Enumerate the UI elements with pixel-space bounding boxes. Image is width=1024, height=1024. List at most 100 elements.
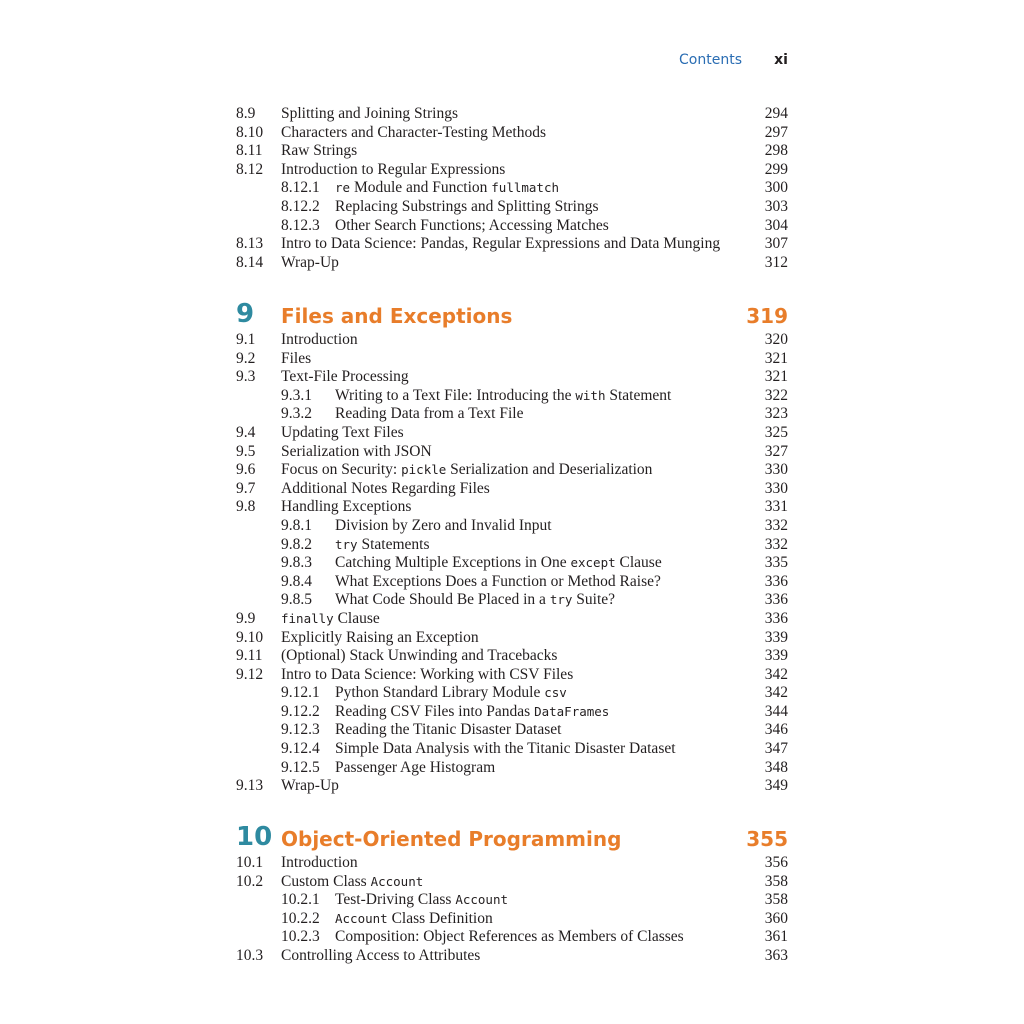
entry-number: 9.12.4 bbox=[281, 740, 320, 758]
title-text: Introduction to Regular Expressions bbox=[281, 160, 506, 178]
toc-entry[interactable]: 9.9 finally Clause 336 bbox=[236, 610, 788, 629]
toc-entry[interactable]: 10.1 Introduction 356 bbox=[236, 854, 788, 873]
toc-entry[interactable]: 9.12 Intro to Data Science: Working with … bbox=[236, 666, 788, 685]
toc-subentry[interactable]: 9.3.2 Reading Data from a Text File 323 bbox=[236, 405, 788, 424]
entry-number: 9.4 bbox=[236, 423, 256, 441]
toc-subentry[interactable]: 8.12.3 Other Search Functions; Accessing … bbox=[236, 217, 788, 236]
entry-number: 8.10 bbox=[236, 123, 264, 141]
entry-title: Test-Driving Class Account bbox=[335, 891, 508, 910]
entry-number: 9.12 bbox=[236, 665, 264, 683]
entry-number: 9.11 bbox=[236, 647, 263, 665]
entry-number: 9.8.5 bbox=[281, 591, 312, 609]
entry-page: 360 bbox=[764, 909, 788, 927]
toc-subentry[interactable]: 10.2.1 Test-Driving Class Account 358 bbox=[236, 891, 788, 910]
entry-number: 9.10 bbox=[236, 628, 264, 646]
running-head-title: Contents bbox=[679, 52, 742, 68]
code-term: fullmatch bbox=[491, 180, 560, 196]
entry-title: Raw Strings bbox=[281, 142, 357, 161]
entry-number: 8.11 bbox=[236, 142, 263, 160]
toc-entry[interactable]: 9.13 Wrap-Up 349 bbox=[236, 777, 788, 796]
entry-number: 9.6 bbox=[236, 461, 256, 479]
entry-page: 299 bbox=[764, 160, 788, 178]
entry-page: 322 bbox=[764, 386, 788, 404]
entry-page: 304 bbox=[764, 216, 788, 234]
title-text: Catching Multiple Exceptions in One bbox=[335, 554, 571, 572]
entry-number: 10.2.2 bbox=[281, 909, 320, 927]
title-text: Explicitly Raising an Exception bbox=[281, 628, 479, 646]
chapter-heading[interactable]: 9 Files and Exceptions 319 bbox=[236, 300, 788, 328]
entry-number: 9.5 bbox=[236, 442, 256, 460]
toc-subentry[interactable]: 9.12.1 Python Standard Library Module csv… bbox=[236, 684, 788, 703]
entry-title: Text-File Processing bbox=[281, 368, 409, 387]
toc-subentry[interactable]: 10.2.2 Account Class Definition 360 bbox=[236, 910, 788, 929]
entry-number: 9.8.4 bbox=[281, 572, 312, 590]
entry-title: Introduction bbox=[281, 331, 358, 350]
entry-page: 307 bbox=[764, 235, 788, 253]
title-text: Files bbox=[281, 349, 312, 367]
title-text: Introduction bbox=[281, 854, 358, 871]
continued-section: 8.9 Splitting and Joining Strings 294 8.10 C… bbox=[236, 105, 788, 272]
toc-subentry[interactable]: 10.2.3 Composition: Object References as … bbox=[236, 928, 788, 947]
title-text: (Optional) Stack Unwinding and Traceback… bbox=[281, 647, 558, 665]
running-head: Contents xi bbox=[0, 52, 788, 74]
entry-page: 323 bbox=[764, 405, 788, 423]
toc-entry[interactable]: 9.5 Serialization with JSON 327 bbox=[236, 443, 788, 462]
toc-subentry[interactable]: 9.8.1 Division by Zero and Invalid Input 3… bbox=[236, 517, 788, 536]
toc-subentry[interactable]: 9.8.5 What Code Should Be Placed in a try… bbox=[236, 591, 788, 610]
code-term: with bbox=[575, 387, 606, 403]
toc-entry[interactable]: 9.10 Explicitly Raising an Exception 339 bbox=[236, 629, 788, 648]
entry-number: 8.14 bbox=[236, 253, 264, 271]
entry-title: Introduction bbox=[281, 854, 358, 873]
entry-title: Wrap-Up bbox=[281, 777, 339, 796]
toc-entry[interactable]: 9.7 Additional Notes Regarding Files 330 bbox=[236, 480, 788, 499]
code-term: pickle bbox=[401, 462, 447, 478]
toc-subentry[interactable]: 8.12.2 Replacing Substrings and Splitting… bbox=[236, 198, 788, 217]
toc-entry[interactable]: 8.9 Splitting and Joining Strings 294 bbox=[236, 105, 788, 124]
entry-number: 10.2.1 bbox=[281, 891, 320, 909]
chapter-title: Object-Oriented Programming bbox=[281, 827, 622, 851]
toc-entry[interactable]: 10.3 Controlling Access to Attributes 363 bbox=[236, 947, 788, 966]
chapter-number: 10 bbox=[236, 822, 273, 852]
toc-entry[interactable]: 9.2 Files 321 bbox=[236, 350, 788, 369]
title-text: What Exceptions Does a Function or Metho… bbox=[335, 572, 661, 590]
toc-entry[interactable]: 10.2 Custom Class Account 358 bbox=[236, 873, 788, 892]
entry-title: Other Search Functions; Accessing Matche… bbox=[335, 217, 609, 236]
toc-subentry[interactable]: 9.12.3 Reading the Titanic Disaster Datas… bbox=[236, 721, 788, 740]
entry-page: 332 bbox=[764, 535, 788, 553]
chapter-heading[interactable]: 10 Object-Oriented Programming 355 bbox=[236, 823, 788, 851]
toc-entry[interactable]: 8.14 Wrap-Up 312 bbox=[236, 254, 788, 273]
code-term: except bbox=[570, 555, 616, 571]
toc-entry[interactable]: 8.11 Raw Strings 298 bbox=[236, 142, 788, 161]
code-term: DataFrames bbox=[534, 703, 610, 719]
toc-entry[interactable]: 9.3 Text-File Processing 321 bbox=[236, 368, 788, 387]
entry-title: Reading Data from a Text File bbox=[335, 405, 523, 424]
toc-subentry[interactable]: 9.3.1 Writing to a Text File: Introducing… bbox=[236, 387, 788, 406]
toc-subentry[interactable]: 9.8.4 What Exceptions Does a Function or … bbox=[236, 573, 788, 592]
toc-subentry[interactable]: 9.12.5 Passenger Age Histogram 348 bbox=[236, 759, 788, 778]
toc-entry[interactable]: 8.10 Characters and Character-Testing Met… bbox=[236, 124, 788, 143]
toc-subentry[interactable]: 9.8.3 Catching Multiple Exceptions in One… bbox=[236, 554, 788, 573]
entry-title: What Code Should Be Placed in a try Suit… bbox=[335, 591, 615, 610]
entry-title: Additional Notes Regarding Files bbox=[281, 480, 490, 499]
toc-entry[interactable]: 9.4 Updating Text Files 325 bbox=[236, 424, 788, 443]
entry-page: 346 bbox=[764, 721, 788, 739]
toc-entry[interactable]: 8.12 Introduction to Regular Expressions 2… bbox=[236, 161, 788, 180]
toc-subentry[interactable]: 9.8.2 try Statements 332 bbox=[236, 536, 788, 555]
toc-subentry[interactable]: 9.12.4 Simple Data Analysis with the Tita… bbox=[236, 740, 788, 759]
title-text: Serialization with JSON bbox=[281, 442, 432, 460]
entry-page: 361 bbox=[764, 928, 788, 946]
title-text: Wrap-Up bbox=[281, 777, 339, 795]
toc-entry[interactable]: 9.1 Introduction 320 bbox=[236, 331, 788, 350]
toc-entry[interactable]: 9.8 Handling Exceptions 331 bbox=[236, 498, 788, 517]
title-text: Intro to Data Science: Pandas, Regular E… bbox=[281, 235, 721, 253]
toc-subentry[interactable]: 8.12.1 re Module and Function fullmatch 30… bbox=[236, 179, 788, 198]
toc-entry[interactable]: 9.11 (Optional) Stack Unwinding and Trace… bbox=[236, 647, 788, 666]
toc-entry[interactable]: 8.13 Intro to Data Science: Pandas, Regul… bbox=[236, 235, 788, 254]
toc-subentry[interactable]: 9.12.2 Reading CSV Files into Pandas Data… bbox=[236, 703, 788, 722]
toc-entry[interactable]: 9.6 Focus on Security: pickle Serializati… bbox=[236, 461, 788, 480]
entry-page: 303 bbox=[764, 197, 788, 215]
title-text: Focus on Security: bbox=[281, 461, 402, 479]
entry-page: 321 bbox=[764, 349, 788, 367]
title-text: Class Definition bbox=[387, 909, 493, 927]
entry-number: 9.8.1 bbox=[281, 516, 312, 534]
